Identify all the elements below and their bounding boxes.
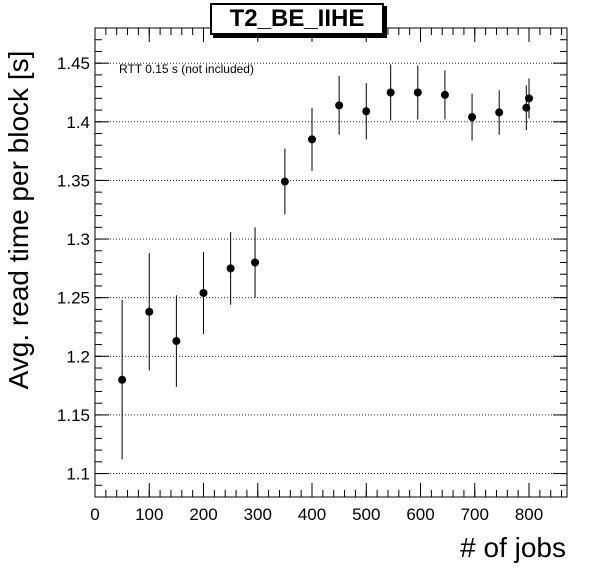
data-point [525,94,534,103]
data-point [199,288,208,297]
x-tick-label: 200 [189,505,217,524]
y-tick-label: 1.1 [66,465,90,484]
y-axis-label: Avg. read time per block [s] [3,51,34,390]
grid-lines [95,62,567,474]
x-axis-label: # of jobs [460,532,566,563]
data-point [362,107,371,116]
x-tick-label: 600 [406,505,434,524]
data-point [413,88,422,97]
annotation-text: RTT 0.15 s (not included) [119,62,254,76]
x-tick-label: 300 [244,505,272,524]
y-tick-label: 1.35 [57,171,90,190]
data-point [468,113,477,122]
data-point [386,88,395,97]
data-point [495,108,504,117]
data-point [308,135,317,144]
data-point [172,337,181,346]
x-tick-label: 800 [515,505,543,524]
y-tick-label: 1.2 [66,347,90,366]
data-point [522,103,531,112]
x-tick-label: 400 [298,505,326,524]
data-point [118,375,127,384]
error-bars [121,64,530,460]
y-tick-label: 1.45 [57,54,90,73]
plot-frame [94,27,568,498]
data-point [280,177,289,186]
y-tick-label: 1.25 [57,289,90,308]
y-tick-label: 1.4 [66,113,90,132]
data-point [145,307,154,316]
data-points [118,88,534,384]
data-point [440,90,449,99]
y-tick-label: 1.15 [57,406,90,425]
data-point [226,264,235,273]
chart-title-box: T2_BE_IIHE [210,3,384,35]
x-tick-label: 700 [461,505,489,524]
x-tick-label: 0 [90,505,99,524]
y-tick-label: 1.3 [66,230,90,249]
axis-ticks: 1.1 1.15 1.2 1.25 1.3 1.35 1.4 1.45 0 100 200 300 40… [57,27,567,524]
x-tick-label: 100 [135,505,163,524]
data-point [335,101,344,110]
x-tick-label: 500 [352,505,380,524]
data-point [251,258,260,267]
chart-title: T2_BE_IIHE [229,5,365,32]
